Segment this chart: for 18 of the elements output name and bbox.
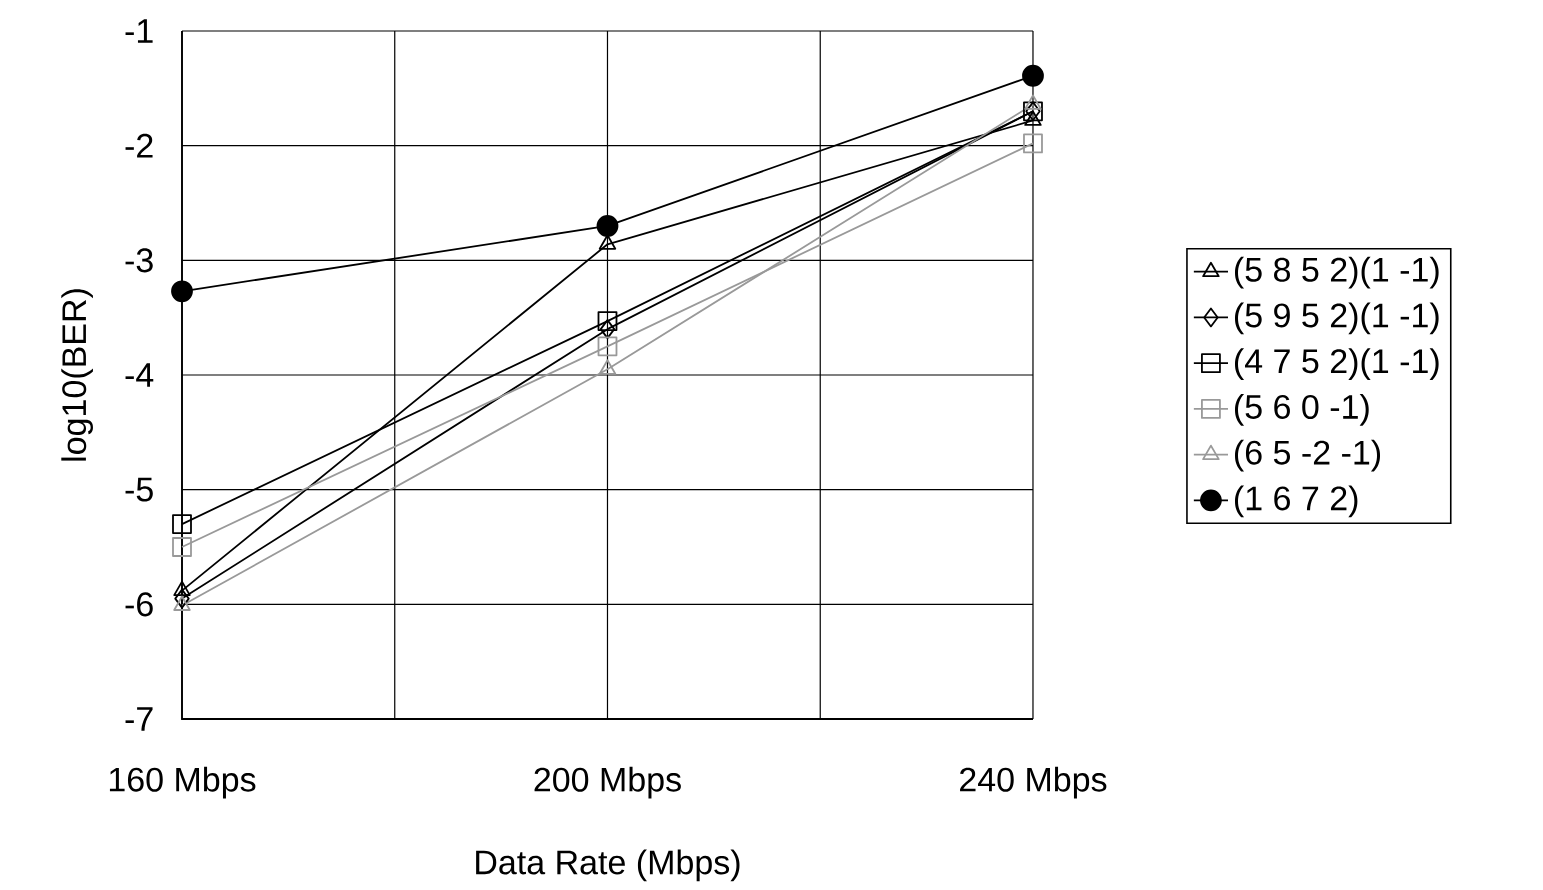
x-tick-label: 160 Mbps [109, 766, 256, 799]
y-tick-label: -6 [125, 592, 153, 617]
y-tick-label: -2 [125, 133, 153, 158]
y-tick-label: -4 [125, 363, 154, 387]
legend-label: (1 6 7 2) [1235, 485, 1358, 518]
x-axis-title: Data Rate (Mbps) [476, 849, 740, 882]
x-tick-label: 240 Mbps [960, 766, 1107, 799]
legend-label: (5 9 5 2)(1 -1) [1235, 302, 1439, 335]
y-axis-title: log10(BER) [61, 289, 93, 461]
legend-label: (5 8 5 2)(1 -1) [1235, 256, 1439, 289]
legend-label: (5 6 0 -1) [1235, 394, 1369, 426]
y-tick-label: -7 [125, 707, 153, 731]
y-tick-label: -5 [125, 477, 153, 502]
x-tick-label: 200 Mbps [534, 766, 681, 799]
legend-label: (6 5 -2 -1) [1235, 439, 1381, 472]
y-tick-label: -1 [125, 19, 153, 43]
legend-label: (4 7 5 2)(1 -1) [1235, 348, 1439, 380]
y-tick-label: -3 [125, 248, 153, 273]
